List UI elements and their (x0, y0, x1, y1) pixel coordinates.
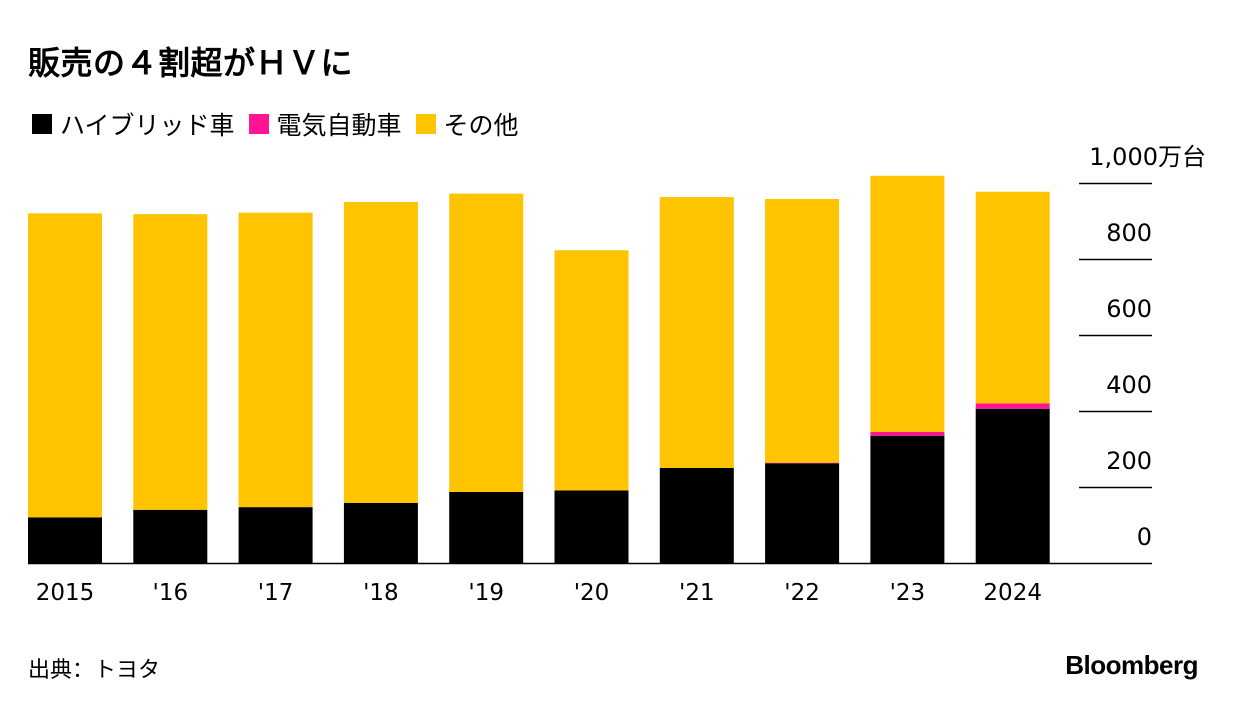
bar-segment-hybrid-5 (554, 490, 629, 563)
bar-segment-other-9 (975, 191, 1050, 404)
legend-label-other: その他 (443, 111, 519, 140)
bar-segment-hybrid-6 (659, 468, 734, 563)
bar-segment-hybrid-4 (449, 491, 524, 563)
bar-segment-other-0 (28, 213, 102, 518)
bar-segment-ev-8 (870, 431, 945, 436)
source-note: 出典：トヨタ (28, 658, 161, 683)
y-tick-label-3: 600 (1106, 295, 1152, 323)
bar-segment-other-5 (554, 250, 629, 491)
bar-segment-other-1 (133, 214, 208, 510)
bar-segment-other-4 (449, 193, 524, 492)
bar-segment-ev-7 (765, 462, 840, 464)
bar-segment-hybrid-8 (870, 435, 945, 563)
x-tick-label-1: '16 (153, 580, 189, 606)
bar-segment-hybrid-9 (975, 408, 1050, 563)
legend-label-hybrid: ハイブリッド車 (60, 111, 235, 140)
bar-segment-hybrid-2 (238, 507, 313, 563)
bar-segment-other-2 (238, 212, 313, 508)
legend-swatch-hybrid (32, 114, 52, 134)
x-tick-label-0: 2015 (36, 580, 95, 606)
y-tick-label-4: 800 (1106, 219, 1152, 247)
y-tick-label-0: 0 (1137, 523, 1152, 551)
y-tick-label-1: 200 (1106, 447, 1152, 475)
x-tick-label-5: '20 (574, 580, 610, 606)
legend-swatch-ev (248, 114, 269, 134)
x-tick-label-6: '21 (679, 580, 715, 606)
x-tick-label-2: '17 (258, 580, 294, 606)
x-tick-label-4: '19 (468, 580, 504, 606)
bar-segment-hybrid-0 (28, 517, 102, 563)
bar-segment-ev-9 (975, 403, 1050, 409)
legend-swatch-other (415, 114, 436, 134)
bar-segment-hybrid-3 (343, 502, 418, 563)
legend-item-other: その他 (415, 106, 519, 142)
legend: ハイブリッド車 電気自動車 その他 (32, 106, 533, 142)
bar-segment-other-7 (765, 198, 840, 463)
chart-title: 販売の４割超がＨＶに (28, 44, 354, 82)
bar-chart: 2015 '16 '17 '18 '19 '20 '21 '22 '23 2024 0 200 400 6… (28, 143, 1206, 606)
legend-label-ev: 電気自動車 (276, 111, 402, 140)
x-tick-label-8: '23 (890, 580, 926, 606)
legend-item-hybrid: ハイブリッド車 (32, 106, 235, 142)
y-tick-label-2: 400 (1106, 371, 1152, 399)
bar-segment-hybrid-7 (765, 463, 840, 563)
x-tick-label-9: 2024 (983, 580, 1042, 606)
x-tick-label-7: '22 (784, 580, 820, 606)
bar-segment-other-6 (659, 197, 734, 468)
bar-segment-other-8 (870, 175, 945, 432)
y-tick-label-5: 1,000万台 (1089, 143, 1206, 171)
bar-segment-hybrid-1 (133, 509, 208, 563)
bloomberg-logo: Bloomberg (1065, 650, 1198, 680)
bar-segment-other-3 (343, 202, 418, 503)
legend-item-ev: 電気自動車 (248, 106, 402, 142)
x-tick-label-3: '18 (363, 580, 399, 606)
